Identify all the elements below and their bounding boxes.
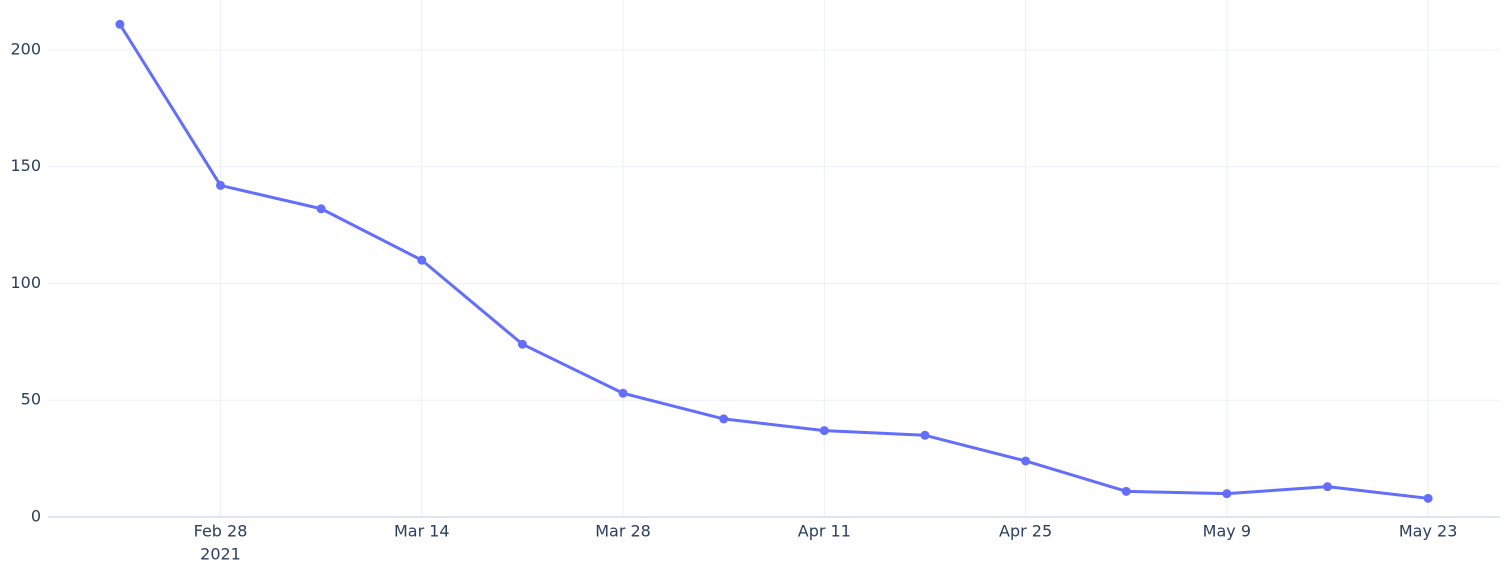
point <box>115 19 125 29</box>
x-tick-label: Feb 28 <box>194 522 248 541</box>
y-tick-label: 150 <box>10 156 41 175</box>
point <box>1021 456 1031 466</box>
point <box>618 388 628 398</box>
y-tick-label: 0 <box>31 507 41 526</box>
y-tick-label: 200 <box>10 39 41 58</box>
point <box>417 255 427 265</box>
x-tick-label: Mar 14 <box>394 522 450 541</box>
x-tick-label: May 23 <box>1399 522 1458 541</box>
point <box>920 430 930 440</box>
point <box>216 180 226 190</box>
point <box>1423 493 1433 503</box>
point <box>819 426 829 436</box>
y-tick-label: 50 <box>21 390 41 409</box>
point <box>1222 489 1232 499</box>
point <box>1121 486 1131 496</box>
x-tick-label: Apr 11 <box>798 522 851 541</box>
x-tick-label: May 9 <box>1203 522 1251 541</box>
line <box>118 23 1429 500</box>
y-tick-label: 100 <box>10 273 41 292</box>
x-tick-label: Apr 25 <box>999 522 1052 541</box>
x-tick-sublabel: 2021 <box>200 545 241 564</box>
point <box>517 339 527 349</box>
point <box>1322 482 1332 492</box>
point <box>719 414 729 424</box>
point <box>316 204 326 214</box>
x-tick-label: Mar 28 <box>595 522 651 541</box>
